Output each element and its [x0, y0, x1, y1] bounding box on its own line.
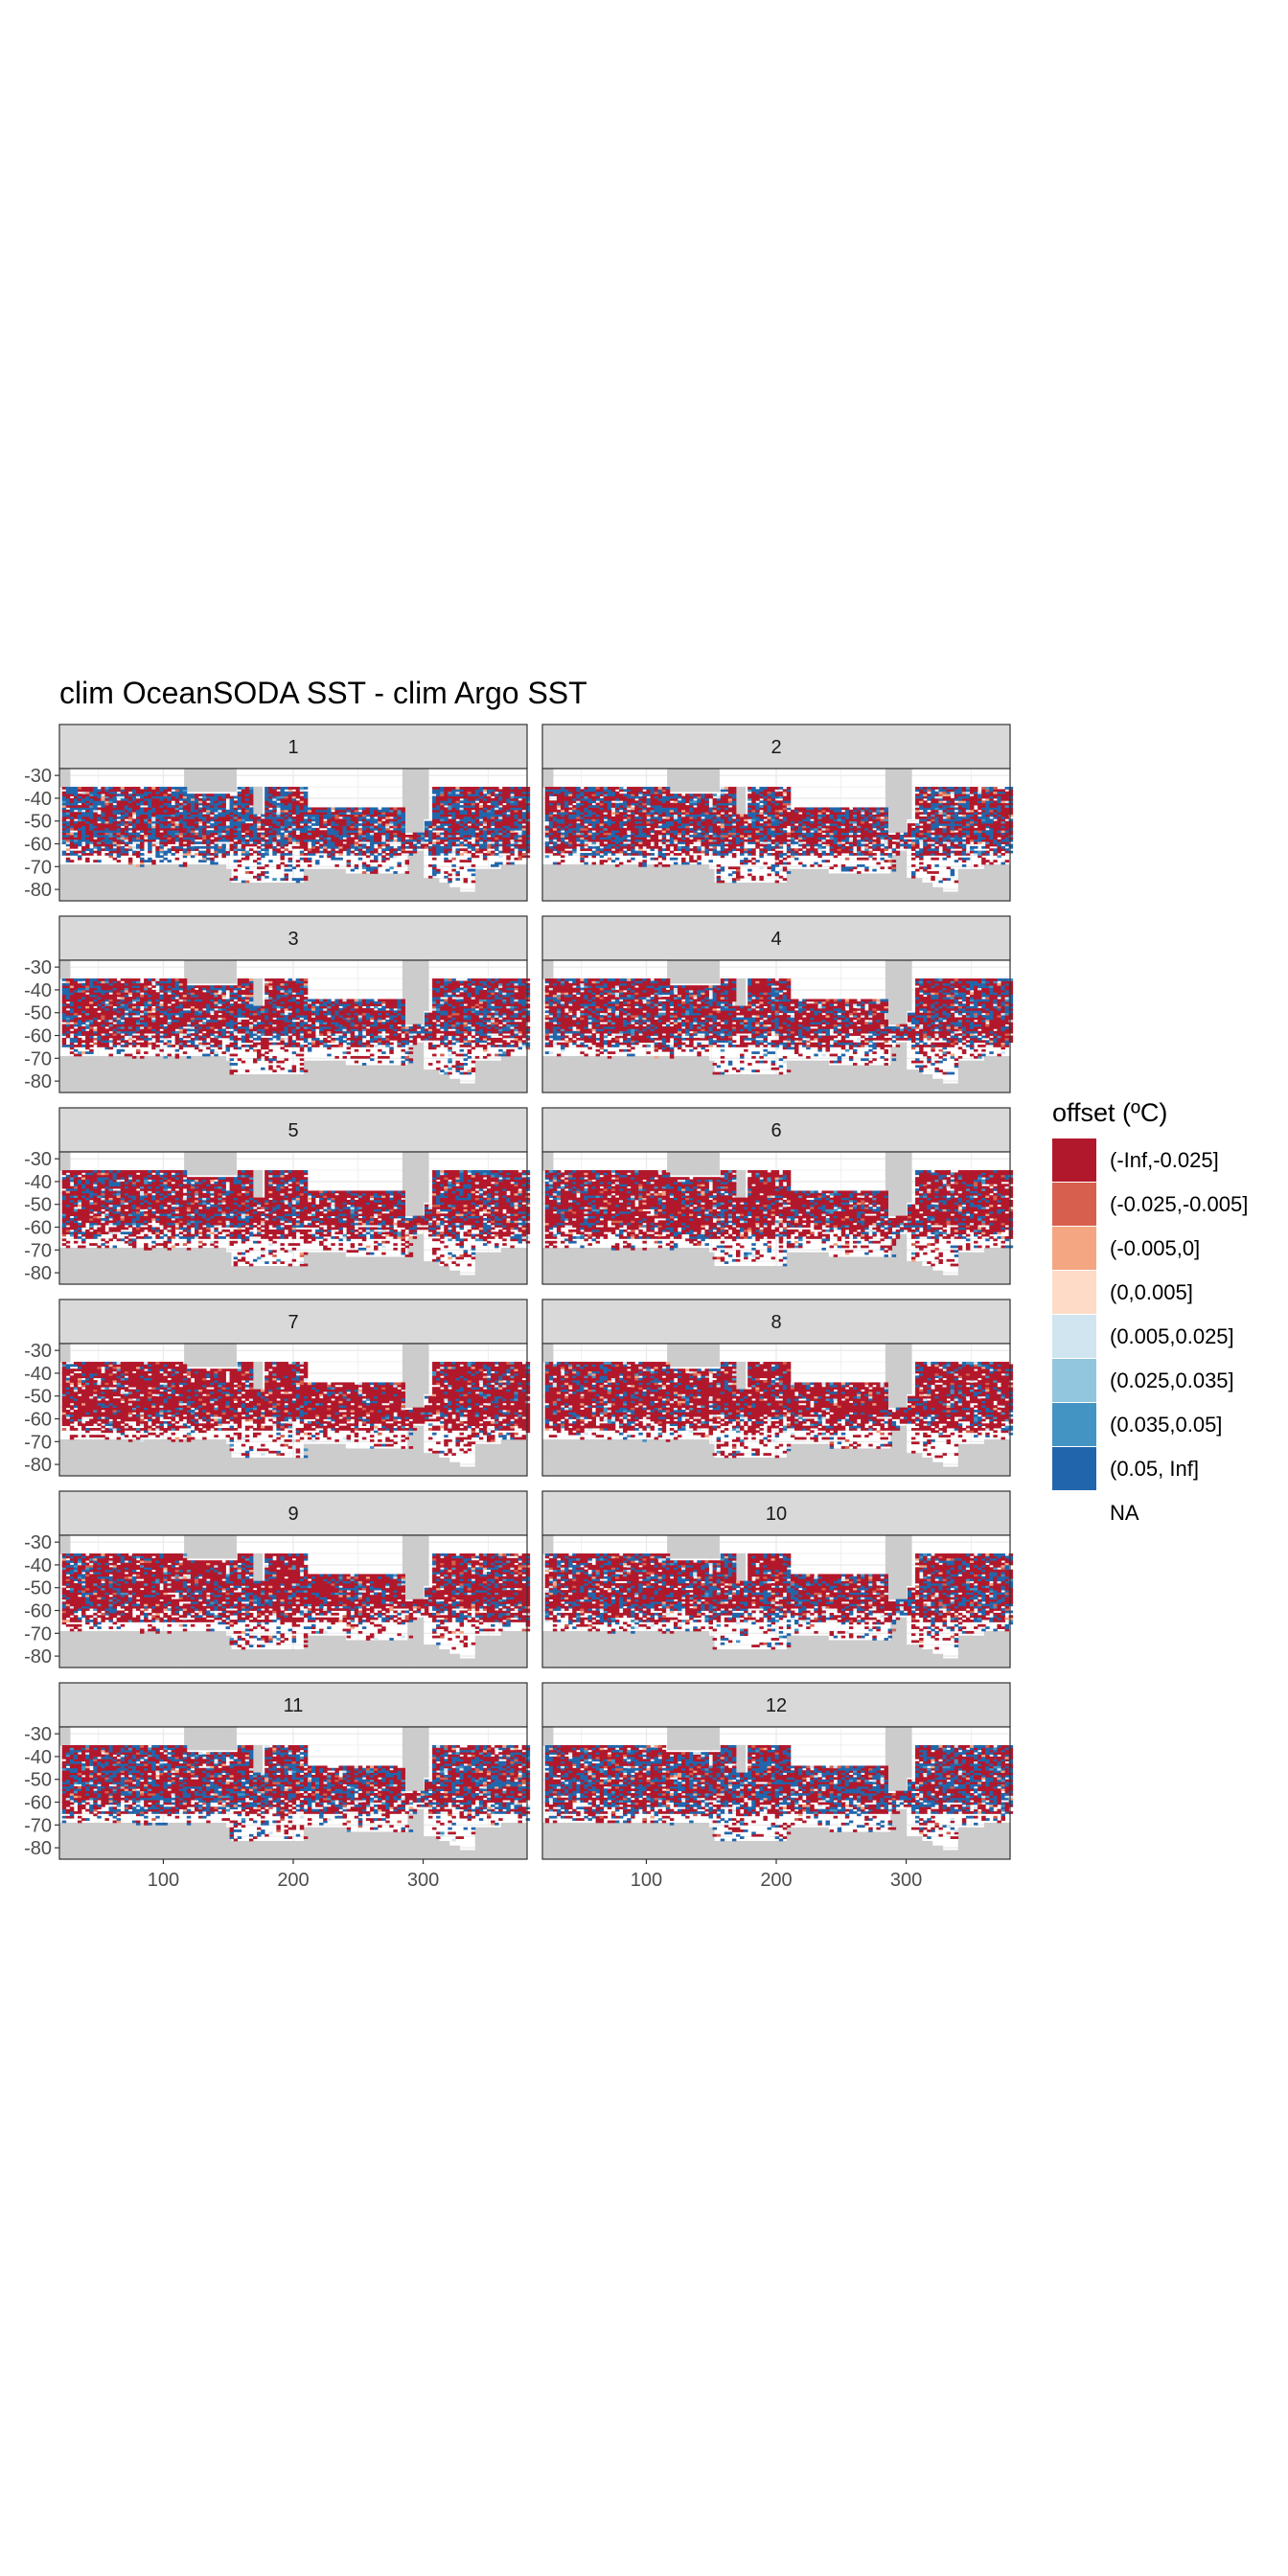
- facet-panel-12: 12 100 200 300: [542, 1683, 1013, 1891]
- legend: offset (ºC) (-Inf,-0.025] (-0.025,-0.005] (…: [1052, 1098, 1248, 1534]
- y-tick-label: -40: [24, 1364, 52, 1385]
- legend-title: offset (ºC): [1052, 1098, 1167, 1127]
- x-tick-label: 300: [407, 1870, 439, 1891]
- y-tick-label: -40: [24, 1555, 52, 1576]
- y-tick-label: -50: [24, 1387, 52, 1408]
- legend-swatch: [1052, 1447, 1096, 1490]
- facet-strip-label: 11: [284, 1695, 304, 1716]
- legend-label: (0.005,0.025]: [1110, 1324, 1234, 1348]
- legend-swatch: [1052, 1271, 1096, 1314]
- y-tick-label: -60: [24, 1218, 52, 1239]
- x-tick-label: 100: [631, 1870, 662, 1891]
- y-tick-label: -40: [24, 1747, 52, 1768]
- y-tick-label: -30: [24, 766, 52, 787]
- facet-panel-6: 6: [542, 1108, 1013, 1285]
- y-tick-label: -50: [24, 1003, 52, 1024]
- facet-strip-label: 12: [766, 1695, 787, 1716]
- facet-strip-label: 6: [770, 1120, 781, 1141]
- y-tick-label: -70: [24, 857, 52, 878]
- facet-strip-label: 1: [288, 737, 298, 758]
- legend-label: (-Inf,-0.025]: [1110, 1148, 1219, 1172]
- figure: clim OceanSODA SST - clim Argo SST 1-30-…: [0, 0, 1288, 2576]
- y-tick-label: -70: [24, 1432, 52, 1453]
- y-tick-label: -60: [24, 835, 52, 856]
- y-tick-label: -60: [24, 1793, 52, 1814]
- facet-panel-10: 10: [542, 1491, 1013, 1668]
- x-tick-label: 100: [148, 1870, 179, 1891]
- chart-title: clim OceanSODA SST - clim Argo SST: [59, 676, 587, 710]
- y-tick-label: -70: [24, 1048, 52, 1070]
- y-tick-label: -80: [24, 1263, 52, 1284]
- y-tick-label: -80: [24, 1071, 52, 1092]
- y-tick-label: -30: [24, 1532, 52, 1553]
- legend-label: NA: [1110, 1501, 1139, 1525]
- y-tick-label: -50: [24, 1195, 52, 1216]
- y-tick-label: -60: [24, 1026, 52, 1047]
- x-tick-label: 300: [890, 1870, 922, 1891]
- facet-strip-label: 5: [288, 1120, 298, 1141]
- y-tick-label: -50: [24, 1578, 52, 1599]
- legend-label: (0,0.005]: [1110, 1280, 1193, 1304]
- legend-swatch: [1052, 1138, 1096, 1182]
- facet-strip-label: 2: [770, 737, 781, 758]
- x-tick-label: 200: [760, 1870, 792, 1891]
- legend-swatch: [1052, 1183, 1096, 1226]
- legend-label: (0.025,0.035]: [1110, 1368, 1234, 1392]
- facet-strip-label: 3: [288, 929, 298, 950]
- legend-label: (0.05, Inf]: [1110, 1457, 1199, 1481]
- facet-strip-label: 9: [288, 1504, 298, 1525]
- legend-label: (-0.025,-0.005]: [1110, 1192, 1248, 1216]
- facet-panel-5: 5 -30-40-50-60-70-80: [24, 1108, 530, 1285]
- y-tick-label: -60: [24, 1410, 52, 1431]
- y-tick-label: -30: [24, 1341, 52, 1362]
- legend-label: (0.035,0.05]: [1110, 1413, 1222, 1437]
- facet-strip-label: 4: [770, 929, 781, 950]
- y-tick-label: -70: [24, 1815, 52, 1836]
- y-tick-label: -80: [24, 1646, 52, 1668]
- y-tick-label: -40: [24, 980, 52, 1001]
- facet-panel-9: 9 -30-40-50-60-70-80: [24, 1491, 530, 1668]
- legend-swatch: [1052, 1227, 1096, 1270]
- y-tick-label: -30: [24, 1149, 52, 1170]
- facet-panel-11: 11 -30-40-50-60-70-80 100 200 300: [24, 1683, 530, 1891]
- legend-label: (-0.005,0]: [1110, 1236, 1200, 1260]
- y-tick-label: -50: [24, 1770, 52, 1791]
- y-tick-label: -40: [24, 1172, 52, 1193]
- y-tick-label: -50: [24, 812, 52, 833]
- facet-panel-3: 3 -30-40-50-60-70-80: [24, 916, 530, 1093]
- x-tick-label: 200: [277, 1870, 309, 1891]
- facet-panel-8: 8: [542, 1300, 1013, 1477]
- y-tick-label: -30: [24, 1724, 52, 1745]
- legend-swatch: [1052, 1491, 1096, 1534]
- facet-panel-7: 7 -30-40-50-60-70-80: [24, 1300, 530, 1477]
- facet-panel-4: 4: [542, 916, 1013, 1093]
- legend-swatch: [1052, 1315, 1096, 1358]
- facet-strip-label: 10: [766, 1504, 787, 1525]
- facet-panels: 1-30-40-50-60-70-8023-30-40-50-60-70-804…: [24, 724, 1013, 1891]
- y-tick-label: -70: [24, 1623, 52, 1644]
- y-tick-label: -80: [24, 1455, 52, 1476]
- y-tick-label: -70: [24, 1240, 52, 1261]
- facet-panel-2: 2: [542, 724, 1013, 902]
- facet-strip-label: 8: [770, 1312, 781, 1333]
- facet-strip-label: 7: [288, 1312, 298, 1333]
- y-tick-label: -60: [24, 1601, 52, 1622]
- legend-swatch: [1052, 1359, 1096, 1402]
- facet-panel-1: 1 -30-40-50-60-70-80: [24, 724, 530, 902]
- y-tick-label: -40: [24, 789, 52, 810]
- y-tick-label: -30: [24, 957, 52, 978]
- y-tick-label: -80: [24, 1838, 52, 1859]
- y-tick-label: -80: [24, 880, 52, 901]
- legend-swatch: [1052, 1403, 1096, 1446]
